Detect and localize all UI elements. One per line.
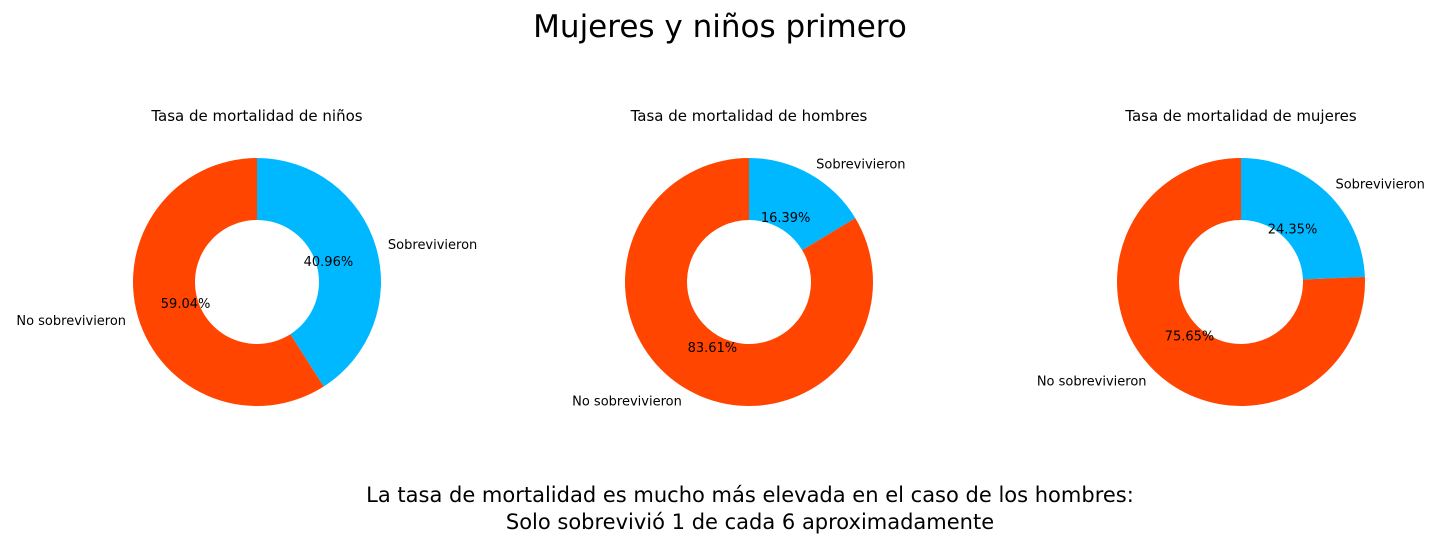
slice-label: No sobrevivieron — [1037, 374, 1147, 389]
caption-line-1: La tasa de mortalidad es mucho más eleva… — [366, 483, 1134, 507]
chart-title: Tasa de mortalidad de niños — [150, 107, 362, 125]
slice-label: Sobrevivieron — [388, 238, 477, 253]
donut-chart-1: Tasa de mortalidad de niños Sobrevivieron… — [16, 107, 477, 406]
figure-title: Mujeres y niños primero — [533, 9, 907, 45]
slice-label: Sobrevivieron — [816, 157, 905, 172]
slice-sobrevivieron — [749, 158, 856, 251]
chart-title: Tasa de mortalidad de hombres — [630, 107, 868, 125]
percent-label: 75.65% — [1165, 330, 1215, 345]
percent-label: 24.35% — [1268, 222, 1318, 237]
slice-no-sobrevivieron — [133, 158, 324, 406]
percent-label: 83.61% — [688, 341, 738, 356]
percent-label: 16.39% — [761, 211, 811, 226]
caption-line-2: Solo sobrevivió 1 de cada 6 aproximadame… — [506, 510, 994, 534]
slice-label: No sobrevivieron — [16, 314, 126, 329]
donut-chart-3: Tasa de mortalidad de mujeres Sobrevivier… — [1037, 107, 1425, 406]
slice-no-sobrevivieron — [625, 158, 873, 406]
slice-label: Sobrevivieron — [1335, 178, 1424, 193]
slice-no-sobrevivieron — [1117, 158, 1365, 406]
percent-label: 59.04% — [161, 297, 211, 312]
percent-label: 40.96% — [304, 255, 354, 270]
chart-title: Tasa de mortalidad de mujeres — [1124, 107, 1357, 125]
slice-sobrevivieron — [257, 158, 381, 387]
slice-sobrevivieron — [1241, 158, 1365, 280]
pie-charts-group: Tasa de mortalidad de niños Sobrevivieron… — [16, 107, 1424, 410]
donut-chart-2: Tasa de mortalidad de hombres Sobrevivier… — [572, 107, 905, 410]
slice-label: No sobrevivieron — [572, 395, 682, 410]
